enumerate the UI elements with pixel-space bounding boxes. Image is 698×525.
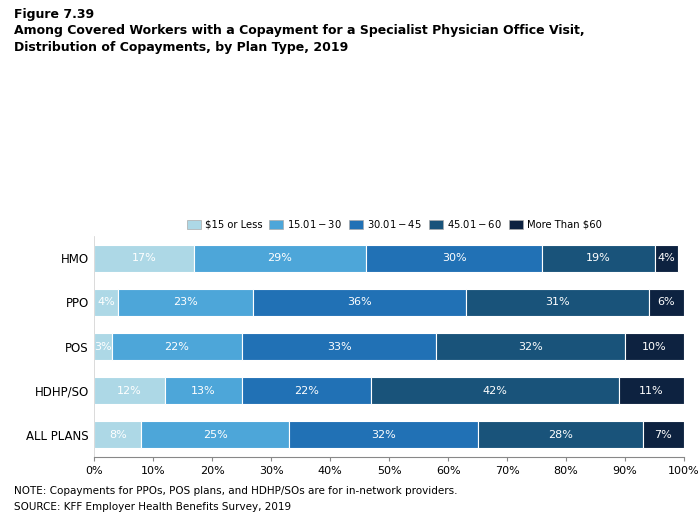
- Text: 42%: 42%: [483, 385, 507, 396]
- Text: 23%: 23%: [173, 297, 198, 308]
- Text: Among Covered Workers with a Copayment for a Specialist Physician Office Visit,: Among Covered Workers with a Copayment f…: [14, 24, 585, 37]
- Bar: [366, 245, 542, 272]
- Bar: [242, 333, 436, 360]
- Text: Figure 7.39: Figure 7.39: [14, 8, 94, 21]
- Bar: [94, 289, 118, 316]
- Text: 13%: 13%: [191, 385, 216, 396]
- Bar: [619, 377, 684, 404]
- Bar: [94, 421, 142, 448]
- Text: Distribution of Copayments, by Plan Type, 2019: Distribution of Copayments, by Plan Type…: [14, 41, 348, 54]
- Bar: [477, 421, 643, 448]
- Bar: [142, 421, 289, 448]
- Text: 31%: 31%: [545, 297, 570, 308]
- Text: 12%: 12%: [117, 385, 142, 396]
- Text: 28%: 28%: [548, 429, 572, 440]
- Bar: [643, 421, 684, 448]
- Bar: [94, 377, 165, 404]
- Bar: [648, 289, 684, 316]
- Text: 6%: 6%: [658, 297, 675, 308]
- Bar: [625, 333, 684, 360]
- Bar: [655, 245, 678, 272]
- Text: 4%: 4%: [97, 297, 115, 308]
- Text: 3%: 3%: [94, 341, 112, 352]
- Bar: [371, 377, 619, 404]
- Text: SOURCE: KFF Employer Health Benefits Survey, 2019: SOURCE: KFF Employer Health Benefits Sur…: [14, 502, 291, 512]
- Bar: [112, 333, 242, 360]
- Text: NOTE: Copayments for PPOs, POS plans, and HDHP/SOs are for in-network providers.: NOTE: Copayments for PPOs, POS plans, an…: [14, 486, 457, 496]
- Text: 33%: 33%: [327, 341, 351, 352]
- Text: 32%: 32%: [371, 429, 396, 440]
- Bar: [242, 377, 371, 404]
- Text: 4%: 4%: [658, 253, 675, 264]
- Bar: [253, 289, 466, 316]
- Bar: [436, 333, 625, 360]
- Bar: [466, 289, 648, 316]
- Text: 36%: 36%: [348, 297, 372, 308]
- Text: 10%: 10%: [642, 341, 667, 352]
- Text: 19%: 19%: [586, 253, 611, 264]
- Bar: [195, 245, 366, 272]
- Text: 8%: 8%: [109, 429, 127, 440]
- Legend: $15 or Less, $15.01 - $30, $30.01 - $45, $45.01 - $60, More Than $60: $15 or Less, $15.01 - $30, $30.01 - $45,…: [187, 218, 602, 229]
- Bar: [94, 245, 195, 272]
- Text: 29%: 29%: [267, 253, 292, 264]
- Text: 30%: 30%: [442, 253, 466, 264]
- Text: 32%: 32%: [519, 341, 543, 352]
- Bar: [542, 245, 655, 272]
- Text: 22%: 22%: [164, 341, 189, 352]
- Text: 7%: 7%: [655, 429, 672, 440]
- Bar: [94, 333, 112, 360]
- Text: 17%: 17%: [132, 253, 157, 264]
- Text: 22%: 22%: [294, 385, 319, 396]
- Bar: [289, 421, 477, 448]
- Bar: [165, 377, 242, 404]
- Bar: [118, 289, 253, 316]
- Text: 11%: 11%: [639, 385, 664, 396]
- Text: 25%: 25%: [202, 429, 228, 440]
